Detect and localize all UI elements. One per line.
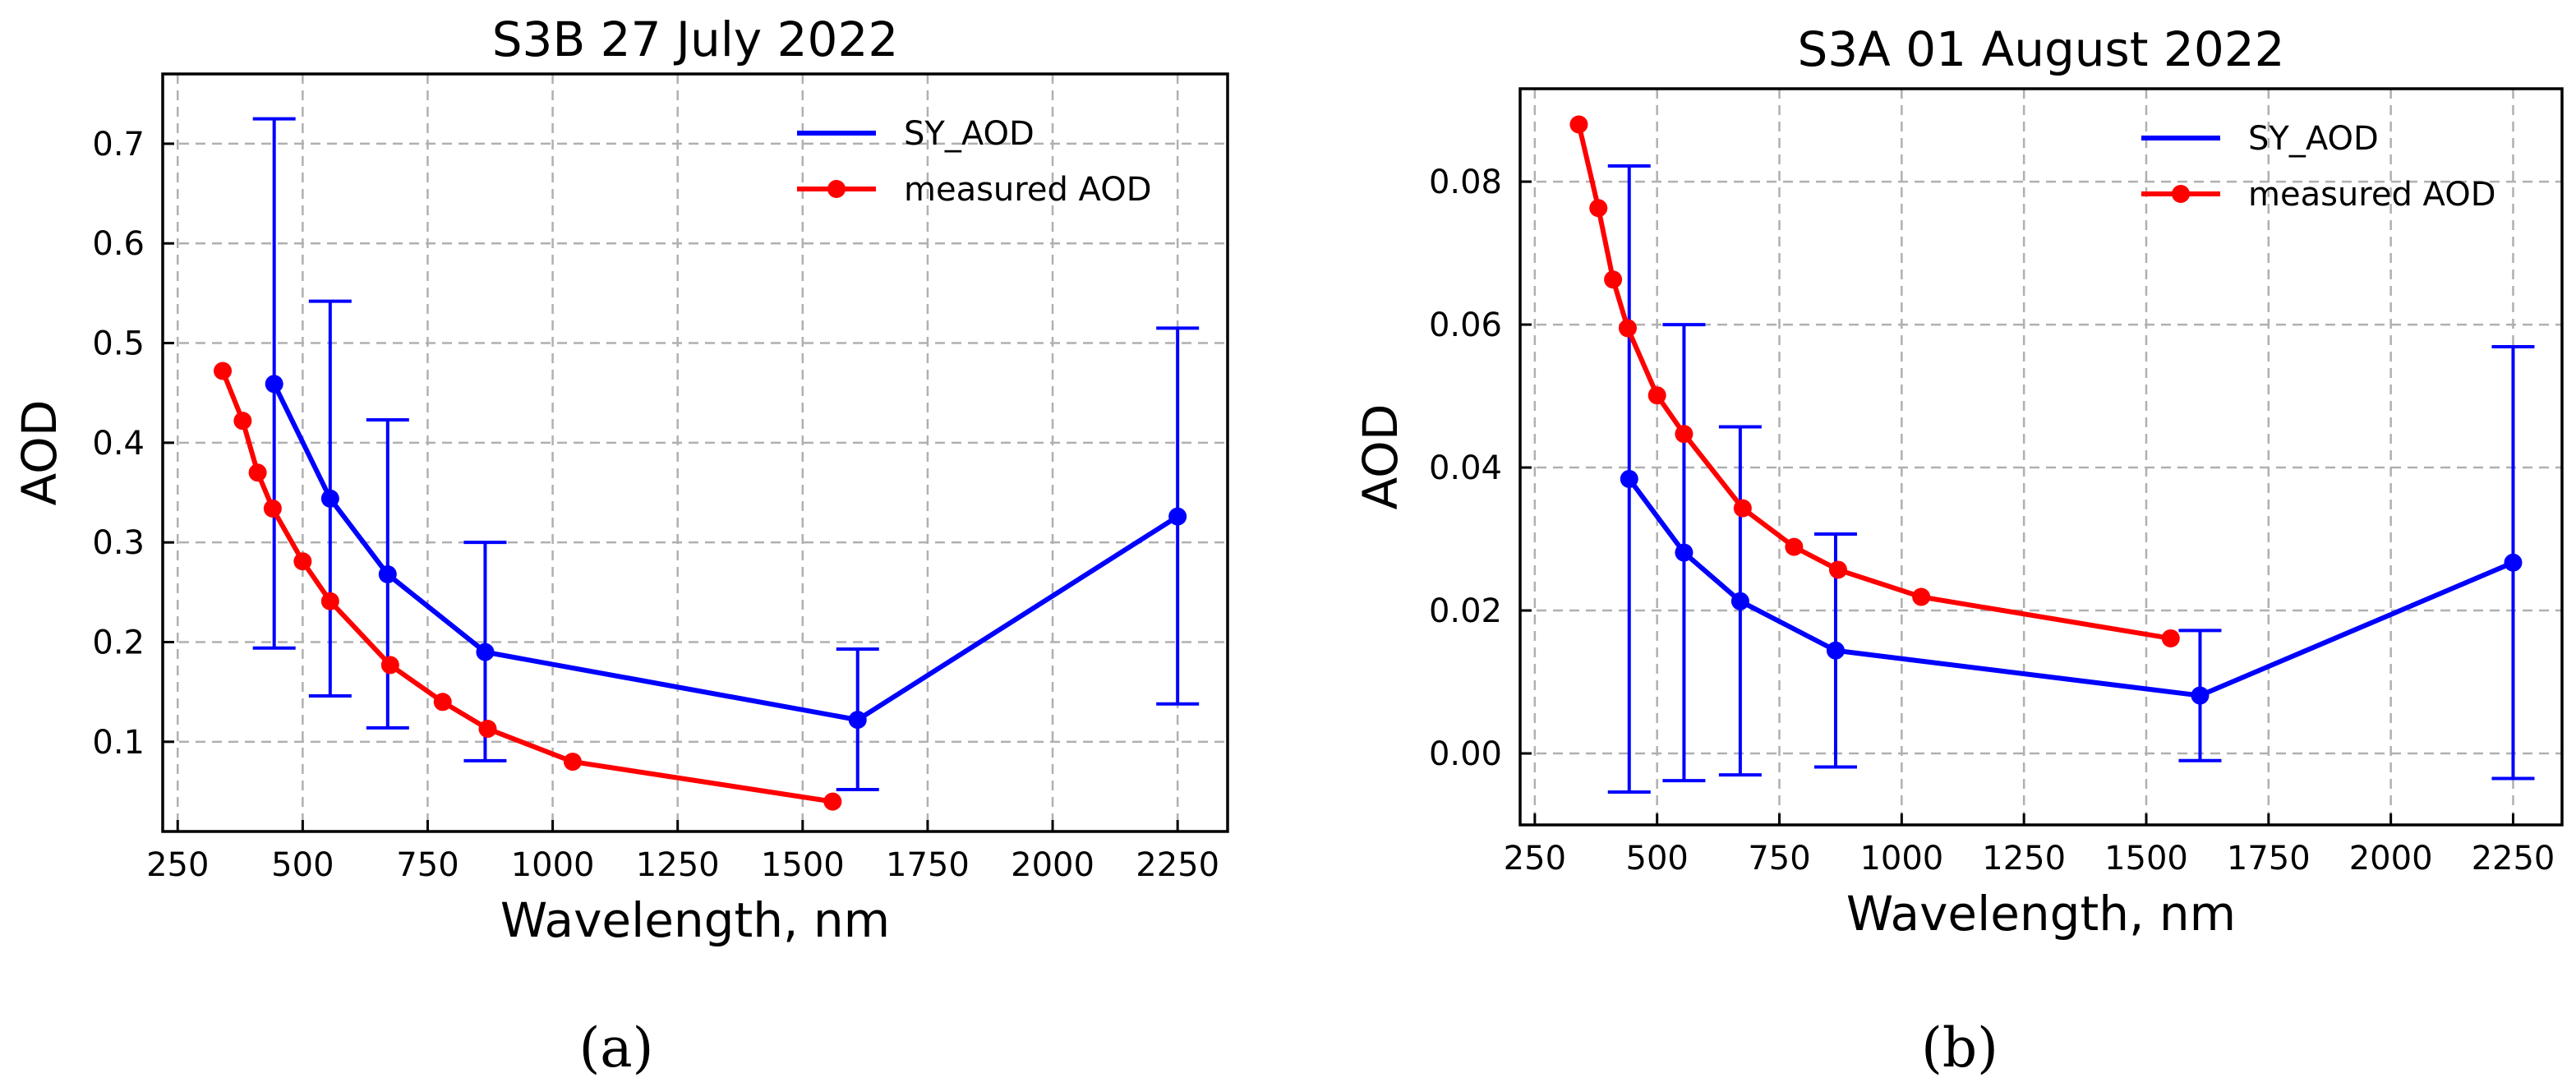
measured-aod-point: [563, 753, 582, 771]
x-tick-label: 250: [1504, 840, 1566, 877]
x-tick-label: 2250: [1136, 846, 1219, 884]
measured-aod-point: [1828, 560, 1847, 579]
y-tick-label: 0.5: [92, 325, 145, 363]
sy-aod-point: [265, 375, 283, 394]
measured-aod-point: [1647, 386, 1666, 405]
sy-aod-point: [476, 643, 495, 661]
x-tick-label: 2250: [2472, 840, 2555, 877]
x-tick-label: 1750: [2227, 840, 2311, 877]
y-tick-label: 0.2: [92, 624, 145, 662]
measured-aod-point: [478, 720, 497, 739]
axes-frame: [161, 72, 1229, 833]
x-tick-label: 1750: [886, 846, 970, 884]
sy-aod-point: [378, 565, 397, 584]
chart-title: S3B 27 July 2022: [492, 12, 899, 67]
x-tick-label: 1000: [1859, 840, 1943, 877]
x-tick-label: 500: [271, 846, 334, 884]
measured-aod-point: [1618, 319, 1637, 338]
legend-sy-aod-label: SY_AOD: [2248, 120, 2379, 158]
measured-aod-point: [263, 499, 282, 518]
caption-b: (b): [1921, 1016, 1998, 1080]
measured-aod-point: [2161, 629, 2180, 647]
sy-aod-point: [1730, 592, 1749, 610]
measured-aod-point: [1785, 537, 1804, 556]
measured-aod-point: [823, 792, 842, 811]
measured-aod-point: [320, 592, 339, 610]
legend-measured-aod-label: measured AOD: [904, 171, 1152, 209]
measured-aod-point: [1604, 270, 1623, 289]
x-tick-label: 1500: [2104, 840, 2188, 877]
legend-measured-aod-label: measured AOD: [2248, 176, 2496, 214]
x-tick-label: 1250: [636, 846, 720, 884]
x-tick-label: 2000: [1011, 846, 1094, 884]
x-tick-label: 1250: [1982, 840, 2066, 877]
y-tick-label: 0.3: [92, 524, 145, 562]
y-tick-label: 0.4: [92, 425, 145, 463]
sy-aod-point: [1620, 469, 1638, 488]
y-axis-label: AOD: [12, 400, 67, 506]
sy-aod-point: [2191, 686, 2210, 705]
chart-a: 250 500 750 1000 1250 1500 1750 2000 2250 0.1 0.2 0…: [12, 12, 1229, 948]
measured-aod-point: [214, 362, 233, 380]
x-tick-label: 500: [1626, 840, 1689, 877]
y-tick-label: 0.06: [1429, 306, 1502, 344]
x-tick-label: 750: [1748, 840, 1810, 877]
y-tick-label: 0.7: [92, 126, 145, 164]
axes-frame: [1518, 87, 2564, 827]
measured-aod-point: [248, 463, 267, 482]
x-tick-label: 250: [146, 846, 209, 884]
plot-area: [1520, 89, 2562, 825]
measured-aod-point: [433, 693, 452, 712]
x-tick-label: 1500: [761, 846, 845, 884]
legend-sy-aod-label: SY_AOD: [904, 115, 1035, 153]
legend-measured-aod-marker: [827, 180, 846, 198]
measured-aod-point: [1569, 115, 1588, 134]
sy-aod-point: [1168, 507, 1187, 526]
caption-a: (a): [579, 1016, 654, 1080]
chart-title: S3A 01 August 2022: [1797, 21, 2284, 77]
y-tick-label: 0.00: [1429, 735, 1502, 773]
sy-aod-point: [1826, 641, 1845, 660]
measured-aod-point: [293, 552, 312, 571]
chart-b: 250 500 750 1000 1250 1500 1750 2000 2250 0.00 0.0…: [1353, 21, 2564, 942]
sy-aod-point: [320, 489, 339, 508]
measured-aod-point: [1733, 499, 1752, 518]
x-tick-label: 1000: [511, 846, 595, 884]
y-axis-label: AOD: [1353, 404, 1408, 510]
x-tick-label: 2000: [2349, 840, 2433, 877]
measured-aod-point: [1912, 587, 1931, 606]
legend-measured-aod-marker: [2172, 185, 2190, 203]
y-tick-label: 0.04: [1429, 449, 1502, 487]
sy-aod-line: [271, 382, 1179, 723]
plot-area: [163, 74, 1228, 831]
measured-aod-point: [380, 656, 399, 675]
measured-aod-point: [1675, 425, 1694, 444]
x-tick-label: 750: [396, 846, 459, 884]
x-axis-label: Wavelength, nm: [500, 892, 890, 948]
sy-aod-point: [2504, 553, 2523, 572]
sy-aod-point: [1675, 543, 1694, 562]
sy-aod-line: [1627, 477, 2514, 698]
y-tick-label: 0.02: [1429, 592, 1502, 630]
measured-aod-point: [1589, 199, 1608, 218]
y-tick-label: 0.08: [1429, 164, 1502, 201]
x-axis-label: Wavelength, nm: [1846, 886, 2236, 942]
y-tick-label: 0.1: [92, 724, 145, 762]
y-tick-label: 0.6: [92, 225, 145, 263]
sy-aod-point: [848, 711, 867, 730]
measured-aod-point: [233, 412, 252, 431]
